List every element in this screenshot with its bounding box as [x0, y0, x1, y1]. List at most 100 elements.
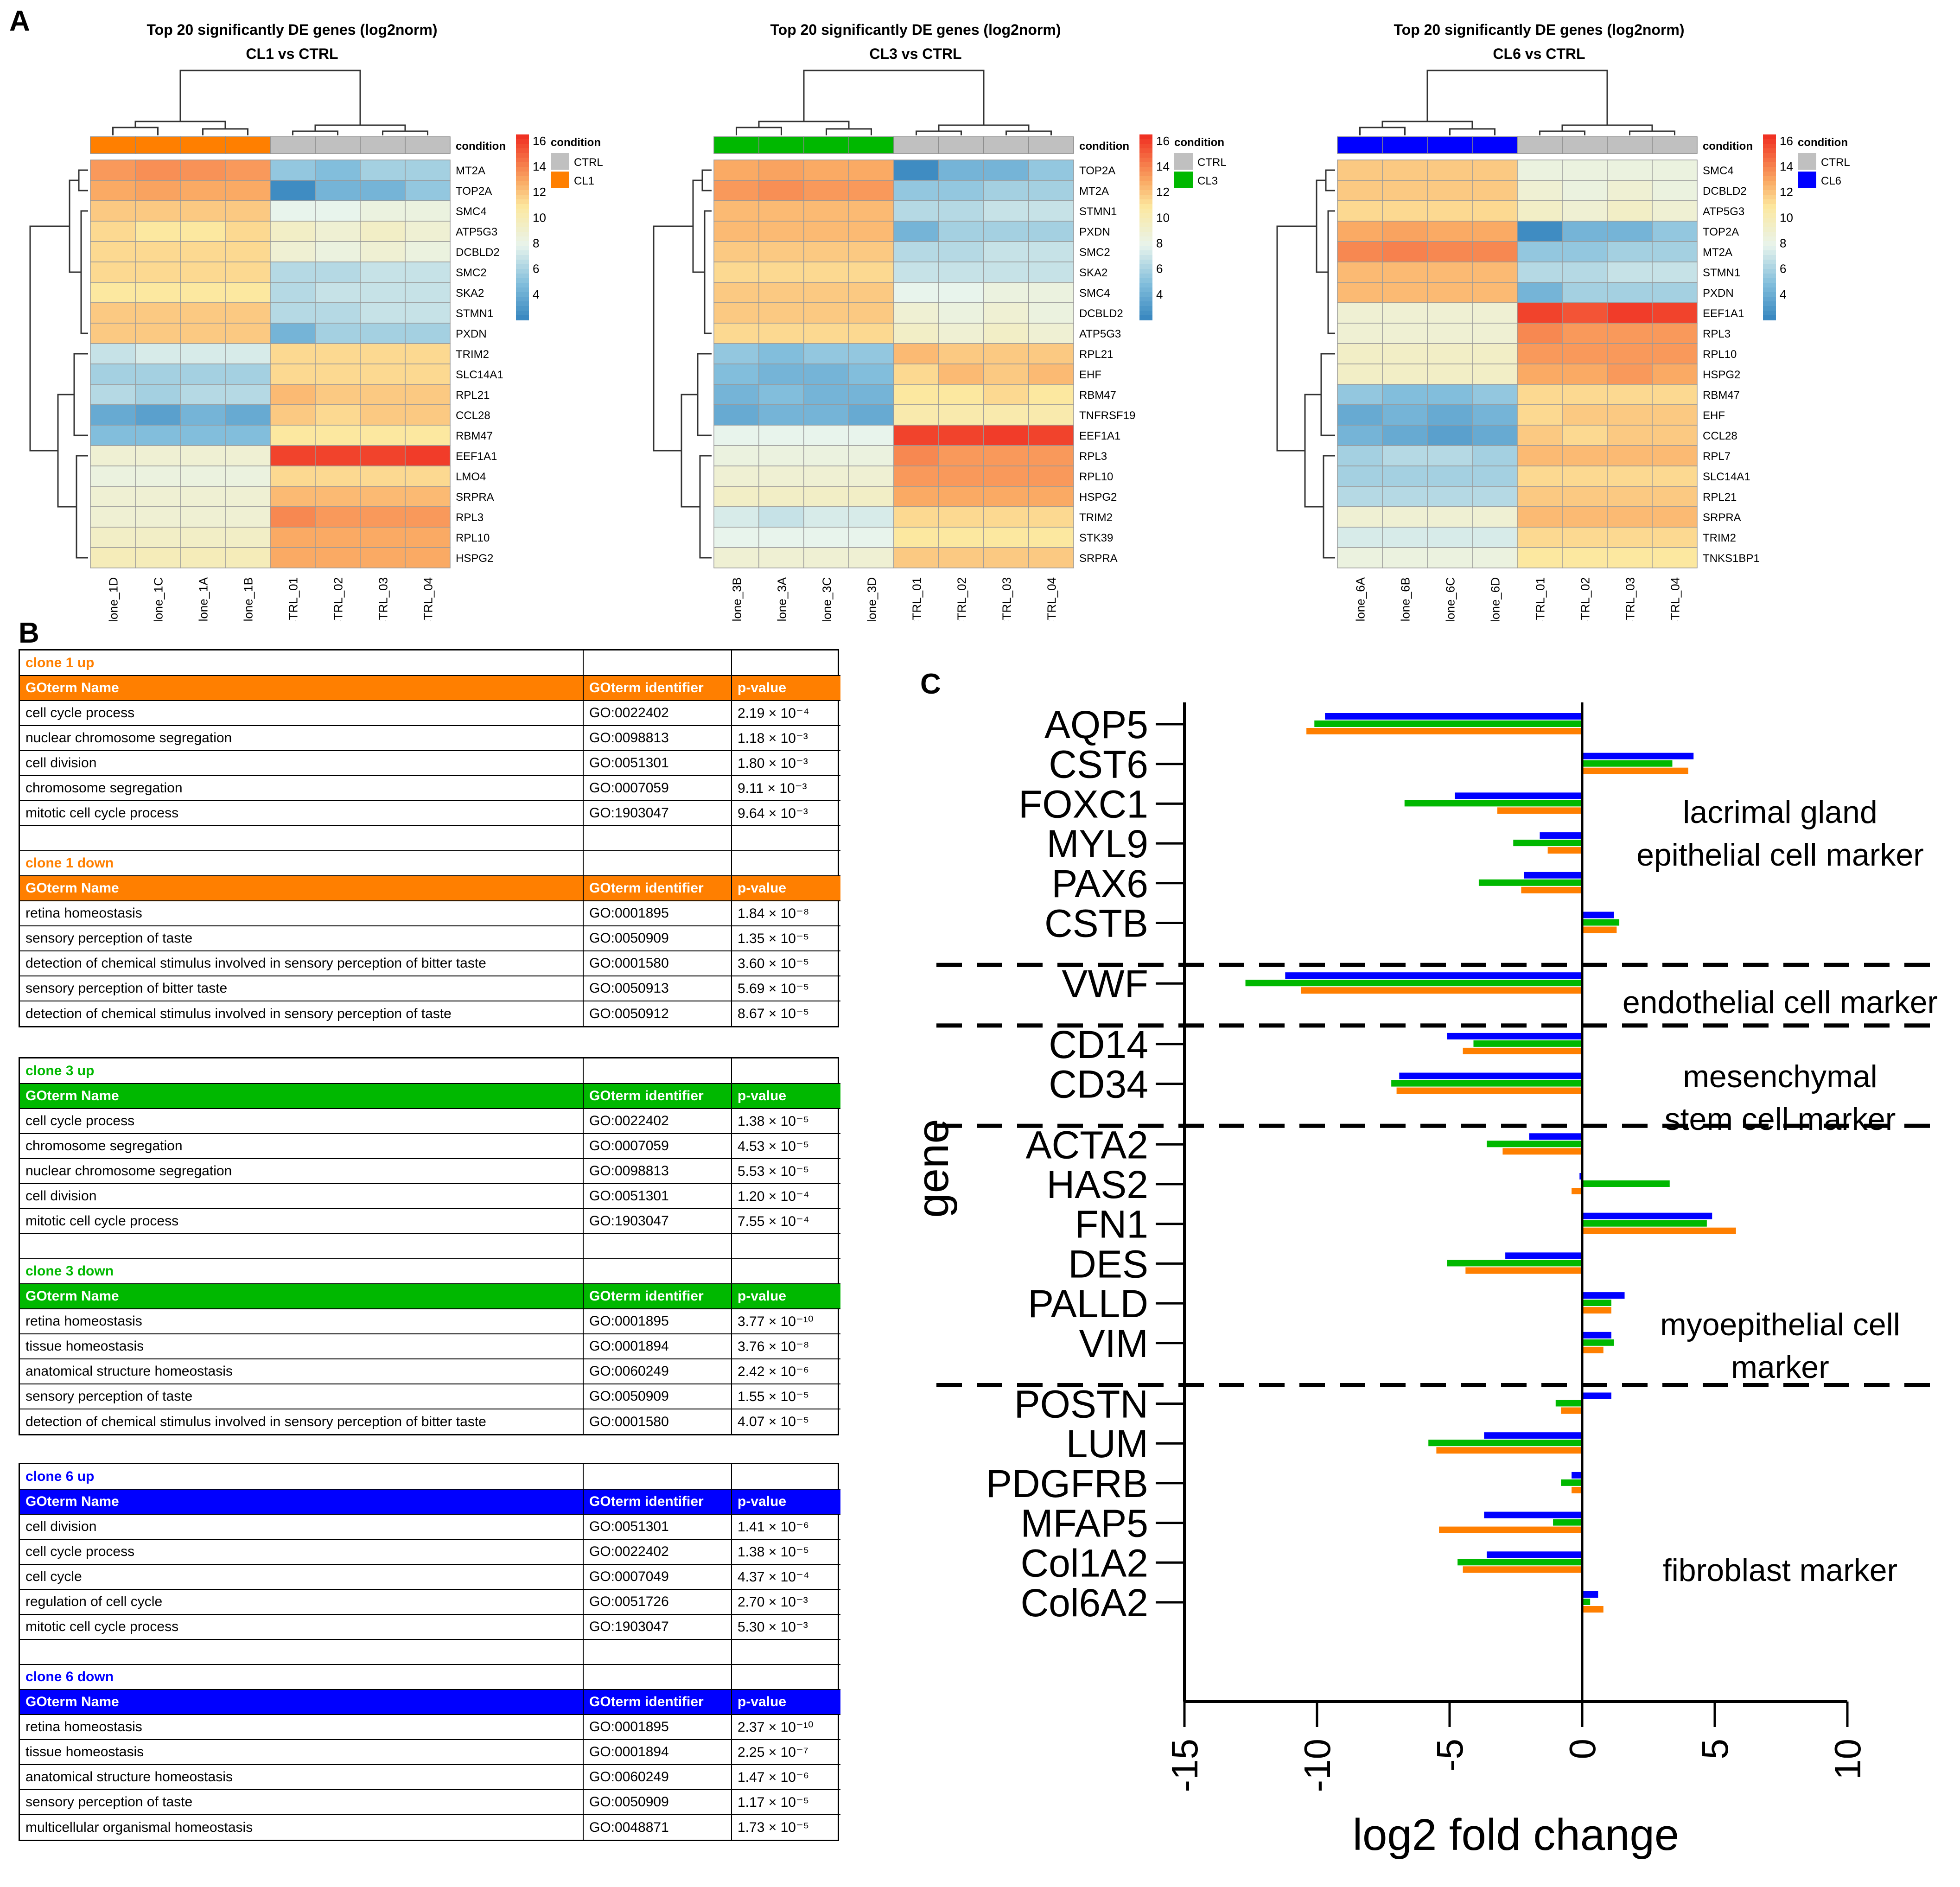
condition-cell — [1382, 136, 1428, 154]
gene-label: Col1A2 — [1020, 1541, 1148, 1585]
table-cell: GO:0051726 — [583, 1589, 732, 1615]
table-cell — [20, 1234, 584, 1259]
heatmap-cell — [848, 221, 894, 242]
gene-label: SLC14A1 — [1703, 471, 1750, 483]
heatmap-cell — [1337, 282, 1383, 303]
heatmap-cell — [315, 363, 361, 385]
heatmap-subtitle: CL6 vs CTRL — [1493, 45, 1585, 62]
heatmap-cell — [405, 323, 451, 344]
heatmap-cell — [713, 425, 759, 446]
heatmap-cell — [315, 241, 361, 262]
dendrogram-ctrl-branch — [1539, 124, 1675, 135]
gene-label: RPL10 — [456, 532, 490, 544]
heatmap-cell — [270, 363, 316, 385]
gene-label: PAX6 — [1051, 862, 1148, 905]
table-row: cell cycle process GO:0022402 1.38 × 10⁻⁵ — [20, 1109, 840, 1134]
heatmap-cell — [938, 404, 984, 426]
heatmap-cell — [1517, 180, 1563, 201]
condition-cell — [1028, 136, 1074, 154]
heatmap-cell — [1562, 221, 1608, 242]
table-row: nuclear chromosome segregation GO:0098813… — [20, 726, 840, 751]
heatmap-cell — [180, 445, 226, 466]
heatmap-cell — [270, 527, 316, 548]
heatmap-cell — [1562, 547, 1608, 568]
heatmap-cell — [1517, 221, 1563, 242]
color-scale-segment — [1139, 185, 1152, 191]
heatmap-cell — [1427, 302, 1473, 324]
heatmap-cell — [180, 425, 226, 446]
heatmap-cell — [360, 261, 406, 283]
table-row: sensory perception of taste GO:0050909 1.3… — [20, 926, 840, 951]
table-cell — [583, 1664, 732, 1690]
heatmap-cell — [90, 445, 136, 466]
heatmap-cell — [90, 425, 136, 446]
color-scale-tick: 10 — [533, 210, 546, 224]
go-table-block: clone 1 up GOterm Name GOterm identifier p-… — [19, 649, 840, 1027]
heatmap-cell — [360, 343, 406, 364]
heatmap-cell — [848, 200, 894, 222]
heatmap-cell — [1517, 527, 1563, 548]
heatmap-cell — [803, 465, 849, 487]
table-cell: 2.25 × 10⁻⁷ — [732, 1740, 840, 1765]
heatmap-cell — [90, 200, 136, 222]
color-scale-segment — [1139, 297, 1152, 302]
color-scale-tick: 14 — [1780, 159, 1793, 173]
heatmap-cell — [1517, 159, 1563, 181]
color-scale-segment — [1139, 153, 1152, 158]
table-cell — [583, 826, 732, 851]
bar-CD14 — [1447, 1033, 1582, 1039]
heatmap-cell — [803, 323, 849, 344]
heatmap-cell — [1472, 323, 1518, 344]
table-cell — [583, 1234, 732, 1259]
heatmap-cell — [1028, 323, 1074, 344]
heatmap-cell — [180, 241, 226, 262]
color-scale-segment — [516, 199, 529, 204]
gene-label: RPL21 — [1703, 491, 1737, 504]
table-cell: 3.76 × 10⁻⁸ — [732, 1334, 840, 1359]
gene-label: TRIM2 — [456, 348, 489, 361]
heatmap-cell — [1652, 363, 1698, 385]
color-scale-segment — [1763, 209, 1776, 214]
table-cell: GO:1903047 — [583, 801, 732, 826]
table-cell: chromosome segregation — [20, 776, 584, 801]
heatmap-cell — [758, 241, 804, 262]
heatmap-cell — [1562, 241, 1608, 262]
table-cell: GO:0007049 — [583, 1564, 732, 1590]
table-cell: sensory perception of bitter taste — [20, 976, 584, 1001]
table-cell: 8.67 × 10⁻⁵ — [738, 1006, 809, 1021]
color-scale-segment — [516, 311, 529, 316]
heatmap-cell — [90, 527, 136, 548]
table-cell: GOterm Name — [20, 1084, 584, 1109]
condition-cell — [1607, 136, 1653, 154]
bar-VWF — [1285, 972, 1582, 979]
heatmap-cell — [225, 363, 271, 385]
heatmap-cell — [893, 180, 939, 201]
heatmap-cell — [1382, 282, 1428, 303]
heatmap-cell — [983, 486, 1029, 507]
color-scale-segment — [516, 162, 529, 167]
gene-label: HSPG2 — [456, 552, 493, 565]
gene-label: PXDN — [456, 328, 487, 340]
bar-ACTA2 — [1487, 1141, 1582, 1148]
heatmap-cell — [1517, 506, 1563, 528]
heatmap-cell — [893, 486, 939, 507]
table-cell: 2.42 × 10⁻⁶ — [732, 1359, 840, 1384]
heatmap-cell — [180, 159, 226, 181]
section-title-row: clone 1 up — [20, 650, 840, 676]
table-cell: 1.35 × 10⁻⁵ — [732, 926, 840, 951]
heatmap-cell — [1472, 465, 1518, 487]
heatmap-cell — [1427, 527, 1473, 548]
condition-cell — [1472, 136, 1518, 154]
color-scale-segment — [516, 176, 529, 181]
table-cell — [583, 851, 732, 876]
color-scale-segment — [516, 223, 529, 228]
gene-label: MT2A — [1079, 185, 1109, 198]
dendrogram-ctrl-branch — [916, 124, 1052, 135]
gene-label: ACTA2 — [1025, 1123, 1148, 1167]
heatmap-cell — [315, 221, 361, 242]
heatmap-cell — [90, 221, 136, 242]
heatmap-cell — [360, 425, 406, 446]
color-scale-tick: 10 — [1780, 210, 1793, 224]
condition-cell — [135, 136, 181, 154]
color-scale-segment — [516, 227, 529, 232]
